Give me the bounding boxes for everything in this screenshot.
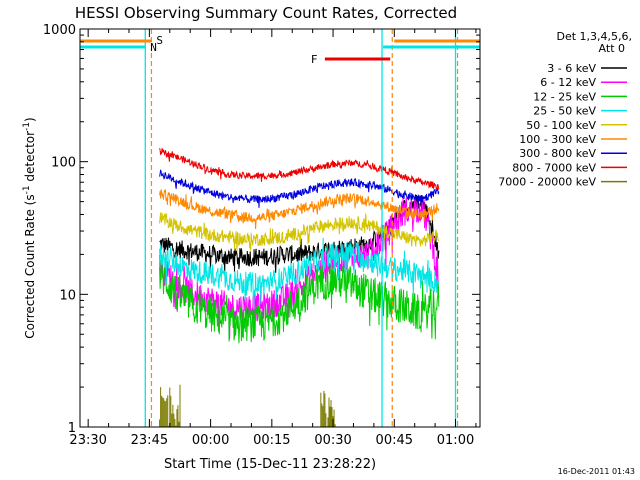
legend-label: 100 - 300 keV (519, 133, 596, 146)
x-axis: 23:30 23:45 00:00 00:15 00:30 00:45 01:00 (69, 29, 477, 448)
legend-label: 800 - 7000 keV (512, 161, 596, 174)
legend-label: 6 - 12 keV (540, 76, 596, 89)
x-tick-label: 00:45 (376, 433, 413, 448)
legend-header-2: Att 0 (599, 42, 625, 55)
series-line (159, 169, 440, 208)
y-tick-label: 1000 (43, 23, 76, 38)
night-label: N (150, 41, 157, 54)
legend-label: 50 - 100 keV (526, 119, 596, 132)
series-layer (159, 148, 440, 427)
timestamp: 16-Dec-2011 01:43 (558, 467, 635, 476)
legend-label: 25 - 50 keV (533, 105, 596, 118)
series-line (159, 250, 440, 344)
series-line (159, 212, 440, 251)
saa-label: S (156, 34, 163, 47)
x-tick-label: 00:15 (253, 433, 290, 448)
y-tick-label: 10 (59, 288, 76, 303)
x-tick-label: 23:30 (69, 433, 106, 448)
series-line (159, 148, 440, 191)
y-tick-label: 1 (68, 421, 76, 436)
y-axis: 1 10 100 1000 (43, 23, 480, 436)
x-tick-label: 01:00 (437, 433, 474, 448)
x-tick-label: 00:00 (192, 433, 229, 448)
flare-label: F (311, 53, 318, 66)
y-tick-label: 100 (51, 156, 76, 171)
x-axis-label: Start Time (15-Dec-11 23:28:22) (164, 457, 376, 472)
y-axis-label: Corrected Count Rate (s-1 detector-1) (22, 117, 37, 338)
chart-title: HESSI Observing Summary Count Rates, Cor… (75, 4, 457, 22)
annotation-layer: SN F (80, 29, 480, 427)
legend-header-1: Det 1,3,4,5,6, (556, 30, 632, 43)
x-tick-label: 23:45 (131, 433, 168, 448)
plot-frame (79, 28, 481, 428)
legend-label: 7000 - 20000 keV (498, 176, 596, 189)
legend-label: 300 - 800 keV (519, 147, 596, 160)
legend-label: 3 - 6 keV (547, 62, 596, 75)
x-tick-label: 00:30 (314, 433, 351, 448)
legend-label: 12 - 25 keV (533, 90, 596, 103)
